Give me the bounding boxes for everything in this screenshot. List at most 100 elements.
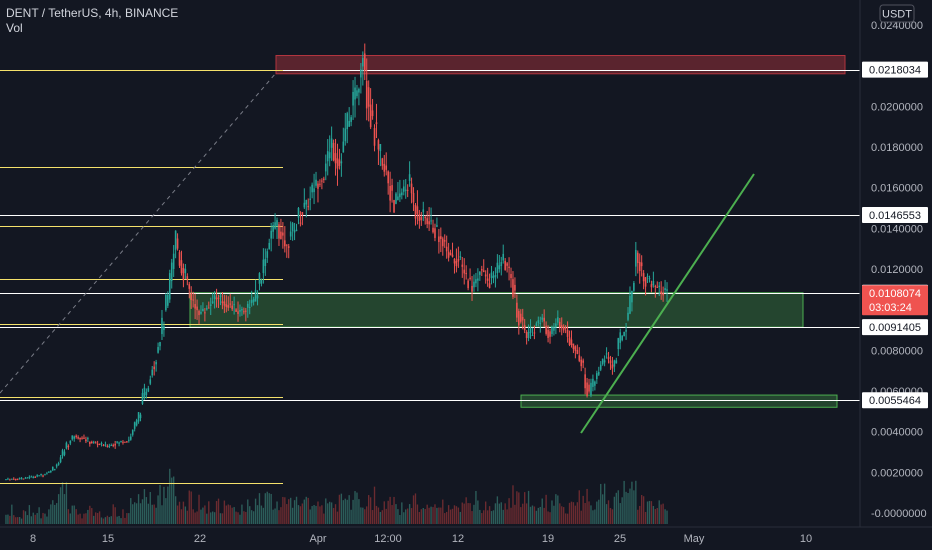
volume-bar	[305, 496, 307, 524]
volume-bar	[644, 511, 647, 524]
volume-bar	[219, 513, 222, 524]
candle-body	[375, 122, 378, 125]
candle-body	[73, 436, 76, 439]
candle-body	[508, 266, 510, 268]
currency-button[interactable]: USDT	[879, 4, 915, 23]
volume-bar	[163, 486, 165, 524]
candle-body	[98, 443, 101, 445]
volume-bar	[551, 500, 553, 524]
candle-body	[326, 151, 329, 162]
volume-bar	[93, 515, 95, 524]
candle-body	[465, 273, 467, 275]
volume-bar	[288, 499, 290, 524]
volume-bar	[490, 511, 493, 524]
volume-bar	[627, 493, 629, 524]
volume-bar	[67, 509, 70, 524]
candle-body	[246, 303, 249, 308]
candle-body	[301, 212, 304, 215]
candle-body	[449, 252, 452, 256]
candle-body	[268, 242, 271, 250]
volume-bars	[5, 468, 668, 524]
volume-bar	[397, 509, 399, 524]
candle-body	[231, 305, 233, 310]
candle-body	[51, 466, 54, 471]
volume-bar	[496, 496, 499, 524]
volume-bar	[609, 507, 612, 524]
volume-bar	[607, 500, 610, 524]
candle-body	[529, 327, 532, 333]
candle-body	[184, 268, 187, 274]
candle-body	[459, 256, 462, 258]
volume-bar	[360, 507, 362, 524]
candle-body	[640, 262, 643, 267]
volume-label[interactable]: Vol	[6, 21, 23, 35]
candle-body	[603, 360, 606, 363]
candle-body	[176, 238, 179, 249]
volume-bar	[204, 505, 206, 524]
candle-body	[654, 285, 657, 287]
volume-bar	[198, 494, 200, 524]
volume-bar	[57, 494, 60, 524]
candle-body	[213, 295, 216, 300]
volume-bar	[633, 490, 635, 524]
candle-body	[541, 317, 544, 320]
candle-body	[89, 441, 91, 444]
symbol-line[interactable]: DENT / TetherUS, 4h, BINANCE	[6, 6, 179, 20]
volume-bar	[192, 509, 194, 524]
volume-bar	[381, 510, 384, 524]
volume-bar	[389, 496, 391, 524]
candle-body	[133, 422, 136, 429]
candle-body	[324, 163, 327, 172]
candle-body	[90, 441, 93, 444]
volume-bar	[96, 513, 99, 524]
volume-bar	[135, 503, 138, 524]
time-axis[interactable]: 8 15 22 Apr 12:00 12 19 25 May 10	[30, 533, 812, 545]
candle-body	[469, 277, 471, 279]
candle-body	[180, 260, 183, 274]
volume-bar	[508, 498, 510, 524]
volume-bar	[541, 498, 543, 524]
candle-body	[658, 285, 661, 287]
volume-bar	[512, 485, 514, 524]
candle-body	[475, 279, 477, 284]
volume-bar	[568, 502, 571, 524]
candle-body	[356, 90, 358, 97]
volume-bar	[367, 495, 370, 524]
candle-body	[22, 478, 25, 480]
candle-body	[369, 104, 372, 128]
candle-body	[145, 391, 148, 396]
candle-body	[147, 388, 150, 392]
volume-bar	[149, 492, 151, 524]
candle-body	[527, 331, 530, 339]
candle-body	[344, 128, 347, 142]
volume-bar	[572, 502, 575, 524]
volume-bar	[223, 500, 226, 524]
candle-body	[87, 438, 89, 440]
candle-body	[30, 476, 33, 478]
volume-bar	[143, 489, 146, 524]
candle-body	[562, 327, 565, 331]
candle-body	[596, 373, 598, 380]
countdown-text: 03:03:24	[869, 302, 912, 314]
volume-bar	[122, 509, 124, 524]
candle-body	[362, 58, 364, 67]
volume-bar	[249, 506, 251, 524]
candle-body	[395, 193, 397, 204]
x-tick-label: Apr	[309, 533, 326, 545]
candle-body	[572, 343, 575, 350]
x-tick-label: 10	[800, 533, 812, 545]
candle-body	[278, 224, 280, 239]
volume-bar	[235, 511, 237, 524]
candle-body	[566, 330, 569, 337]
volume-bar	[471, 511, 473, 524]
volume-bar	[59, 487, 62, 524]
volume-bar	[422, 507, 424, 524]
candle-body	[69, 440, 72, 444]
candle-body	[153, 366, 155, 370]
candle-body	[666, 289, 668, 291]
candle-body	[192, 299, 194, 301]
volume-bar	[247, 499, 249, 524]
volume-bar	[662, 503, 664, 524]
volume-bar	[75, 509, 77, 524]
